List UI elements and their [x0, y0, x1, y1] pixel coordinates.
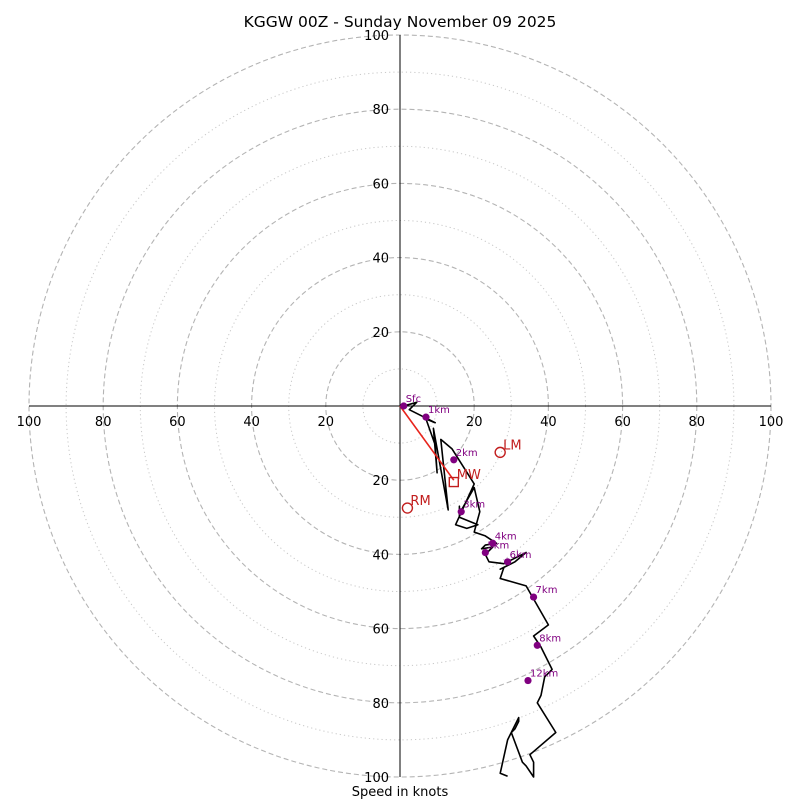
y-tick-label: 20 [372, 474, 389, 489]
height-marker-label: 4km [495, 531, 517, 542]
x-tick-labels: 100 80 60 40 20 20 40 60 80 100 [17, 415, 784, 430]
height-marker-dot [533, 641, 541, 649]
chart-title: KGGW 00Z - Sunday November 09 2025 [244, 13, 557, 31]
y-tick-label: 100 [364, 771, 389, 786]
height-marker-label: 8km [539, 633, 561, 644]
x-tick-label: 20 [466, 415, 483, 430]
height-marker-label: Sfc [406, 394, 421, 405]
height-marker-label: 5km [487, 541, 509, 552]
hodograph-line [403, 401, 557, 778]
height-marker-dot [489, 539, 497, 547]
y-tick-label: 20 [372, 326, 389, 341]
storm-motion-marker [401, 502, 414, 514]
x-tick-label: 60 [169, 415, 186, 430]
height-marker-dot [503, 558, 512, 566]
y-tick-labels: 20 40 60 80 100 20 40 60 80 100 [364, 29, 389, 786]
mean-wind-marker [448, 476, 459, 488]
hodograph-series [403, 401, 557, 778]
y-tick-label: 60 [372, 177, 389, 192]
height-marker-dot [529, 593, 538, 601]
height-marker-label: 2km [456, 448, 478, 459]
height-marker-dot [481, 548, 489, 557]
x-axis-label: Speed in knots [352, 785, 449, 800]
height-marker-label: 6km [510, 550, 532, 561]
height-marker-dot [457, 508, 465, 516]
mean-motion-vector [399, 405, 455, 481]
storm-motion-label: MW [457, 468, 481, 483]
height-marker-label: 12km [530, 669, 558, 680]
storm-motion-markers: LM MW RM [401, 438, 522, 514]
height-marker-dot [422, 413, 430, 421]
x-tick-label: 40 [540, 415, 557, 430]
x-tick-label: 80 [95, 415, 112, 430]
y-tick-label: 100 [364, 29, 389, 44]
height-marker-dot [524, 676, 532, 685]
height-marker-label: 3km [463, 500, 485, 511]
y-tick-label: 80 [372, 103, 389, 118]
x-tick-label: 100 [759, 415, 784, 430]
x-tick-label: 100 [17, 415, 42, 430]
x-tick-label: 80 [689, 415, 706, 430]
storm-motion-label: LM [503, 438, 521, 453]
y-tick-label: 40 [372, 548, 389, 563]
y-tick-label: 60 [372, 623, 389, 638]
height-marker-dot [400, 402, 408, 410]
storm-motion-marker [494, 446, 506, 459]
x-tick-label: 20 [318, 415, 335, 430]
height-marker-label: 7km [536, 585, 558, 596]
height-marker-label: 1km [428, 405, 450, 416]
x-tick-label: 40 [243, 415, 260, 430]
y-tick-label: 80 [372, 697, 389, 712]
storm-motion-label: RM [410, 494, 430, 509]
x-tick-label: 60 [614, 415, 631, 430]
mean-motion-line [399, 405, 455, 481]
height-marker-dot [450, 456, 458, 464]
y-tick-label: 40 [372, 252, 389, 267]
